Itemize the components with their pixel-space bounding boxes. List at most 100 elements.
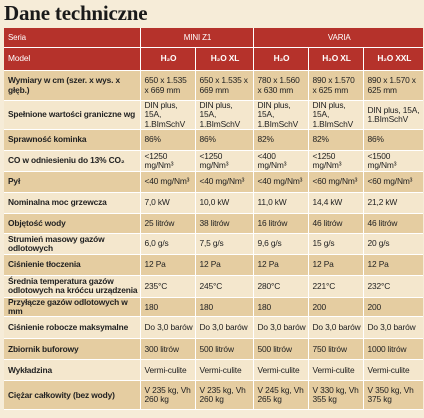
row-value: 12 Pa: [139, 254, 195, 276]
row-value: 86%: [362, 129, 424, 151]
row-label: Przyłącze gazów odlotowych w mm: [4, 297, 140, 318]
row-value: 500 litrów: [252, 338, 308, 361]
row-value: <60 mg/Nm³: [362, 171, 424, 193]
row-value: Do 3,0 barów: [139, 316, 195, 340]
row-value: Vermi-culite: [194, 359, 253, 382]
series-varia: VARIA: [252, 28, 424, 48]
row-value: 500 litrów: [194, 338, 253, 361]
table-row: Nominalna moc grzewcza 7,0 kW 10,0 kW 11,0 …: [4, 192, 424, 214]
row-value: 9,6 g/s: [252, 233, 308, 255]
row-value: 221°C: [307, 275, 363, 298]
table-row: Pył <40 mg/Nm³ <40 mg/Nm³ <40 mg/Nm³ <60 mg/…: [4, 171, 424, 193]
table-row: Strumień masowy gazów odlotowych 6,0 g/s 7…: [4, 233, 424, 255]
row-value: V 235 kg, Vh 260 kg: [139, 380, 195, 411]
row-value: 38 litrów: [194, 213, 253, 234]
row-value: 21,2 kW: [362, 192, 424, 214]
row-value: V 350 kg, Vh 375 kg: [362, 380, 424, 411]
row-value: 890 x 1.570 x 625 mm: [307, 70, 363, 101]
row-value: 750 litrów: [307, 338, 363, 361]
row-value: 86%: [194, 129, 253, 151]
page-title: Dane techniczne: [4, 1, 148, 25]
row-value: 200: [307, 297, 363, 318]
row-value: 7,5 g/s: [194, 233, 253, 255]
row-label: Średnia temperatura gazów odlotowych na …: [4, 275, 140, 298]
row-value: 180: [252, 297, 308, 318]
row-value: 780 x 1.560 x 630 mm: [252, 70, 308, 101]
row-value: 1000 litrów: [362, 338, 424, 361]
row-label: Ciężar całkowity (bez wody): [4, 380, 140, 411]
row-value: V 330 kg, Vh 355 kg: [307, 380, 363, 411]
table-row: Ciśnienie robocze maksymalne Do 3,0 barów…: [4, 316, 424, 340]
table-row: Wymiary w cm (szer. x wys. x głęb.) 650 x…: [4, 70, 424, 101]
series-mini-z1: MINI Z1: [139, 28, 253, 48]
model-label: Model: [4, 47, 140, 71]
row-value: V 245 kg, Vh 265 kg: [252, 380, 308, 411]
row-value: Vermi-culite: [362, 359, 424, 382]
row-value: 650 x 1.535 x 669 mm: [139, 70, 195, 101]
row-value: DIN plus, 15A, 1.BImSchV: [307, 100, 363, 130]
row-label: Spełnione wartości graniczne wg: [4, 100, 140, 130]
row-value: 180: [139, 297, 195, 318]
row-value: <60 mg/Nm³: [307, 171, 363, 193]
row-label: Zbiornik buforowy: [4, 338, 140, 361]
row-value: Do 3,0 barów: [362, 316, 424, 340]
row-value: 235°C: [139, 275, 195, 298]
row-value: 890 x 1.570 x 625 mm: [362, 70, 424, 101]
table-row: CO w odniesieniu do 13% CO₂ <1250 mg/Nm³ <…: [4, 150, 424, 172]
row-value: 12 Pa: [194, 254, 253, 276]
row-value: <40 mg/Nm³: [252, 171, 308, 193]
series-label: Seria: [4, 28, 140, 48]
row-value: 200: [362, 297, 424, 318]
table-row: Zbiornik buforowy 300 litrów 500 litrów 500…: [4, 338, 424, 361]
row-value: 46 litrów: [307, 213, 363, 234]
row-value: 180: [194, 297, 253, 318]
row-label: Ciśnienie robocze maksymalne: [4, 316, 140, 340]
row-label: Objętość wody: [4, 213, 140, 234]
row-value: 11,0 kW: [252, 192, 308, 214]
row-value: DIN plus, 15A, 1.BImSchV: [252, 100, 308, 130]
row-value: <1250 mg/Nm³: [307, 150, 363, 172]
row-value: <400 mg/Nm³: [252, 150, 308, 172]
model-name: H₂O: [139, 47, 195, 71]
row-value: Do 3,0 barów: [307, 316, 363, 340]
row-label: Wymiary w cm (szer. x wys. x głęb.): [4, 70, 140, 101]
row-value: 82%: [252, 129, 308, 151]
row-value: 15 g/s: [307, 233, 363, 255]
row-value: 14,4 kW: [307, 192, 363, 214]
row-value: 6,0 g/s: [139, 233, 195, 255]
row-value: 12 Pa: [252, 254, 308, 276]
model-name: H₂O XL: [307, 47, 363, 71]
row-value: <1250 mg/Nm³: [194, 150, 253, 172]
row-value: 650 x 1.535 x 669 mm: [194, 70, 253, 101]
row-value: 12 Pa: [307, 254, 363, 276]
model-name: H₂O XXL: [362, 47, 424, 71]
row-value: 7,0 kW: [139, 192, 195, 214]
row-value: 245°C: [194, 275, 253, 298]
table-row: Spełnione wartości graniczne wg DIN plus,…: [4, 100, 424, 130]
model-name: H₂O XL: [194, 47, 253, 71]
model-name: H₂O: [252, 47, 308, 71]
row-value: DIN plus, 15A, 1.BImSchV: [194, 100, 253, 130]
row-value: Do 3,0 barów: [194, 316, 253, 340]
row-value: 25 litrów: [139, 213, 195, 234]
row-value: <1250 mg/Nm³: [139, 150, 195, 172]
row-value: Vermi-culite: [307, 359, 363, 382]
row-value: <40 mg/Nm³: [194, 171, 253, 193]
row-value: DIN plus, 15A, 1.BImSchV: [362, 100, 424, 130]
table-row: Przyłącze gazów odlotowych w mm 180 180 180…: [4, 297, 424, 318]
row-value: DIN plus, 15A, 1.BImSchV: [139, 100, 195, 130]
row-value: 86%: [139, 129, 195, 151]
table-row: Sprawność kominka 86% 86% 82% 82% 86%: [4, 129, 424, 151]
row-value: Vermi-culite: [252, 359, 308, 382]
row-label: Nominalna moc grzewcza: [4, 192, 140, 214]
row-value: 46 litrów: [362, 213, 424, 234]
row-value: Vermi-culite: [139, 359, 195, 382]
row-value: 10,0 kW: [194, 192, 253, 214]
table-row: Średnia temperatura gazów odlotowych na …: [4, 275, 424, 298]
series-header-row: Seria MINI Z1 VARIA: [4, 28, 424, 48]
row-label: Strumień masowy gazów odlotowych: [4, 233, 140, 255]
specs-table: Seria MINI Z1 VARIA Model H₂O H₂O XL H₂O…: [4, 28, 424, 411]
row-value: V 235 kg, Vh 260 kg: [194, 380, 253, 411]
table-row: Wykładzina Vermi-culite Vermi-culite Vermi-…: [4, 359, 424, 382]
table-row: Objętość wody 25 litrów 38 litrów 16 litrów…: [4, 213, 424, 234]
